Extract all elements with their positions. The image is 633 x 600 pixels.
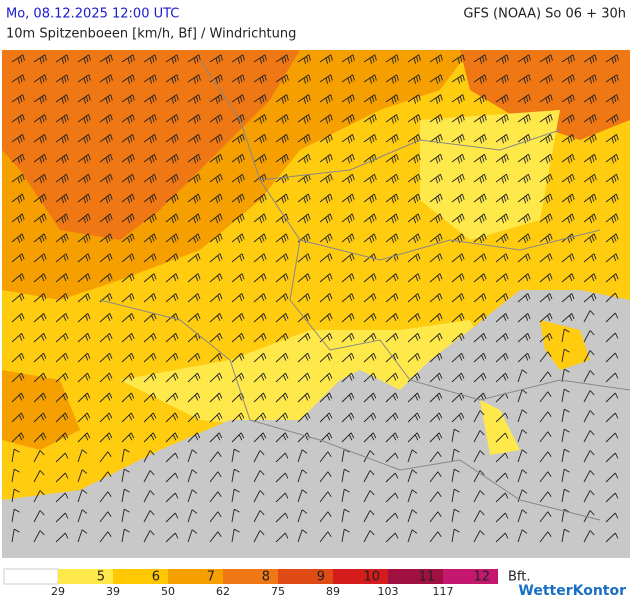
legend-threshold: 117 [433,585,454,598]
legend-swatch [113,569,168,584]
wind-zone [460,50,630,140]
wind-zone [480,400,520,455]
legend-threshold: 89 [326,585,340,598]
title: Mo, 08.12.2025 12:00 UTC [6,7,179,22]
no-data-zone [2,290,630,558]
wind-barb [11,54,619,543]
legend-swatch [223,569,278,584]
legend-label: 6 [152,570,160,585]
legend-label: 12 [473,570,490,585]
legend-swatch [58,569,113,584]
legend-swatch [168,569,223,584]
legend-swatch [388,569,443,584]
legend-threshold: 103 [378,585,399,598]
legend-swatch [443,569,498,584]
legend-threshold: 39 [106,585,120,598]
wind-zone [540,320,590,370]
legend-threshold: 75 [271,585,285,598]
legend-label: 7 [207,570,215,585]
legend-swatch [278,569,333,584]
legend-threshold: 62 [216,585,230,598]
legend-unit: Bft. [508,570,531,585]
wind-zone [2,370,80,450]
legend-label: 9 [317,570,325,585]
legend-swatch [333,569,388,584]
legend-swatch [3,568,59,585]
legend-label: 11 [418,570,435,585]
legend-label: 10 [363,570,380,585]
legend-threshold: 50 [161,585,175,598]
borders [99,59,631,521]
legend-threshold: 29 [51,585,65,598]
map [2,50,631,558]
model-run: GFS (NOAA) So 06 + 30h [463,7,626,22]
subtitle: 10m Spitzenboeen [km/h, Bf] / Windrichtu… [6,27,296,42]
legend-label: 5 [97,570,105,585]
brand: WetterKontor [518,583,626,599]
legend-label: 8 [262,570,270,585]
wind-barbs [11,54,619,543]
